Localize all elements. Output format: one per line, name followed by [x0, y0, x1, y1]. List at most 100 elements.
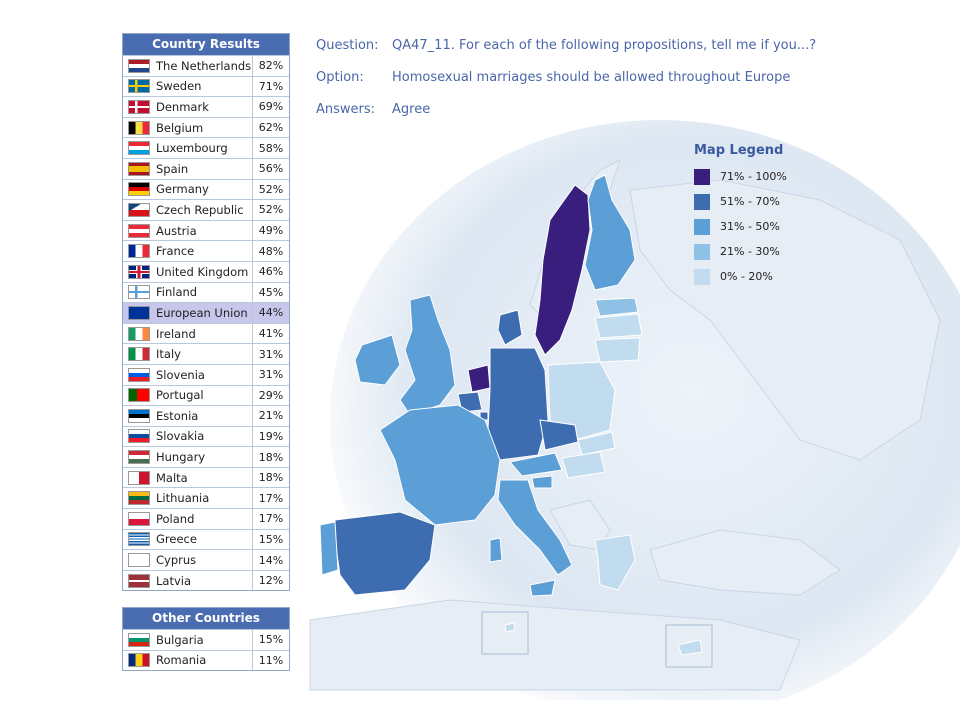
legend-label: 0% - 20%	[720, 270, 773, 283]
flag-mt-icon	[128, 470, 150, 485]
legend-item: 51% - 70%	[694, 189, 787, 214]
flag-pl-icon	[128, 511, 150, 526]
country-value: 41%	[252, 323, 289, 344]
country-name: France	[156, 244, 195, 259]
country-value: 15%	[252, 529, 289, 550]
table-row: Malta 18%	[123, 466, 289, 488]
legend-label: 51% - 70%	[720, 195, 780, 208]
country-value: 19%	[252, 426, 289, 447]
country-name: Belgium	[156, 120, 204, 135]
country-name: Finland	[156, 285, 198, 300]
country-name: Slovenia	[156, 367, 205, 382]
country-results-table: Country Results The Netherlands 82% Sweden…	[122, 33, 290, 592]
legend-item: 71% - 100%	[694, 164, 787, 189]
country-value: 18%	[252, 467, 289, 488]
flag-bg-icon	[128, 632, 150, 647]
flag-si-icon	[128, 367, 150, 382]
table-row: Italy 31%	[123, 343, 289, 364]
table-row: Lithuania 17%	[123, 487, 289, 509]
flag-gb-icon	[128, 264, 150, 279]
country-value: 56%	[252, 158, 289, 179]
country-name: Hungary	[156, 450, 206, 465]
country-value: 46%	[252, 261, 289, 282]
table-row: Hungary 18%	[123, 446, 289, 467]
map-legend: Map Legend 71% - 100% 51% - 70% 31% - 50% 2…	[694, 143, 787, 289]
flag-it-icon	[128, 347, 150, 362]
table-row: Latvia 12%	[123, 569, 289, 591]
option-label: Option:	[316, 70, 364, 85]
country-value: 82%	[252, 56, 289, 76]
flag-dk-icon	[128, 99, 150, 114]
country-value: 31%	[252, 344, 289, 364]
country-value: 21%	[252, 406, 289, 426]
answers-text: Agree	[392, 102, 431, 117]
table-row: United Kingdom 46%	[123, 260, 289, 282]
country-name: Estonia	[156, 408, 199, 423]
country-sicily	[529, 579, 556, 597]
table-row: Poland 17%	[123, 508, 289, 529]
country-hungary	[561, 451, 606, 479]
country-value: 49%	[252, 220, 289, 241]
table-row: Portugal 29%	[123, 384, 289, 406]
question-label: Question:	[316, 38, 379, 53]
country-netherlands	[467, 364, 491, 393]
flag-gr-icon	[128, 532, 150, 547]
table-row: Sweden 71%	[123, 75, 289, 97]
map-legend-title: Map Legend	[694, 143, 784, 158]
flag-fi-icon	[128, 285, 150, 300]
flag-eu-icon	[128, 305, 150, 320]
country-name: Denmark	[156, 99, 209, 114]
table-row: Denmark 69%	[123, 96, 289, 117]
country-name: Latvia	[156, 573, 192, 588]
other-countries-table: Other Countries Bulgaria 15% Romania 11%	[122, 607, 290, 672]
country-value: 12%	[252, 570, 289, 591]
flag-hu-icon	[128, 450, 150, 465]
country-name: Greece	[156, 532, 197, 547]
country-name: Romania	[156, 653, 207, 668]
country-value: 71%	[252, 76, 289, 97]
option-text: Homosexual marriages should be allowed t…	[392, 70, 791, 85]
legend-swatch	[694, 243, 710, 260]
country-name: Czech Republic	[156, 202, 244, 217]
country-portugal	[319, 521, 339, 576]
country-results-title: Country Results	[123, 34, 289, 55]
flag-lu-icon	[128, 141, 150, 156]
table-row: European Union (25)44%	[123, 302, 289, 323]
legend-swatch	[694, 193, 710, 210]
other-countries-title: Other Countries	[123, 608, 289, 629]
cyprus-inset-box	[665, 624, 713, 668]
country-name: Germany	[156, 182, 209, 197]
country-austria	[509, 452, 563, 477]
country-value: 17%	[252, 488, 289, 509]
country-poland	[547, 361, 616, 441]
flag-fr-icon	[128, 244, 150, 259]
country-czech	[539, 419, 579, 451]
country-slovakia	[577, 431, 616, 456]
table-row: Ireland 41%	[123, 322, 289, 344]
country-name: Italy	[156, 347, 181, 362]
country-malta	[504, 622, 516, 633]
country-name: United Kingdom	[156, 264, 249, 279]
legend-item: 31% - 50%	[694, 214, 787, 239]
legend-item: 21% - 30%	[694, 239, 787, 264]
country-name: Austria	[156, 223, 197, 238]
country-name: Ireland	[156, 326, 196, 341]
country-latvia	[594, 313, 643, 339]
legend-item: 0% - 20%	[694, 264, 787, 289]
country-value: 52%	[252, 200, 289, 220]
country-name: Slovakia	[156, 429, 205, 444]
table-row: Greece 15%	[123, 528, 289, 550]
legend-label: 31% - 50%	[720, 220, 780, 233]
answers-label: Answers:	[316, 102, 376, 117]
country-value: 17%	[252, 509, 289, 529]
flag-at-icon	[128, 223, 150, 238]
table-row: Cyprus 14%	[123, 549, 289, 570]
table-row: Belgium 62%	[123, 116, 289, 138]
country-value: 31%	[252, 364, 289, 385]
country-italy	[497, 479, 573, 576]
flag-lv-icon	[128, 573, 150, 588]
country-value: 45%	[252, 282, 289, 303]
country-sweden	[534, 184, 591, 356]
flag-ro-icon	[128, 653, 150, 668]
table-row: Finland 45%	[123, 281, 289, 303]
